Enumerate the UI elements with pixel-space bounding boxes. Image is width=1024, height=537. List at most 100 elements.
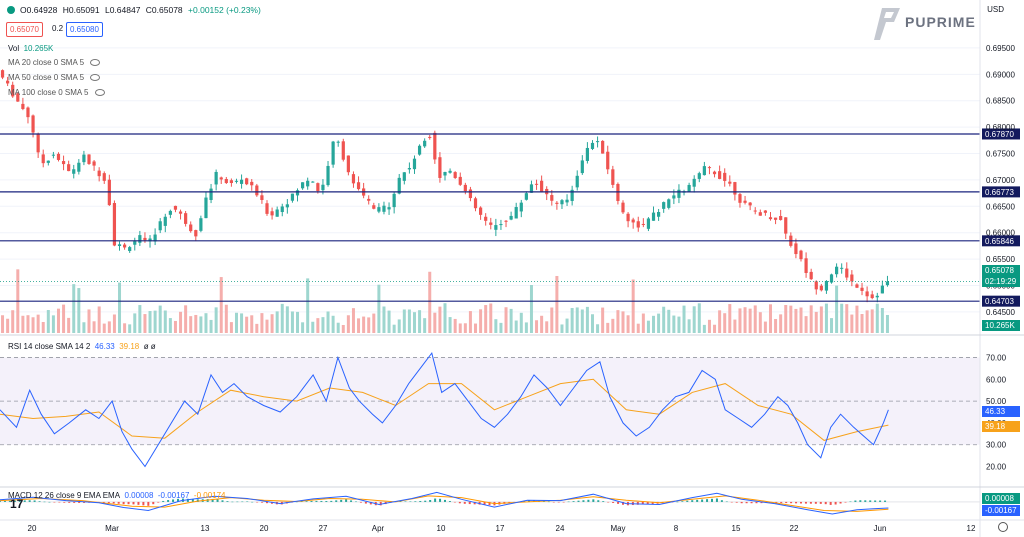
eye-icon[interactable] — [94, 89, 105, 97]
candle-body — [316, 183, 320, 191]
volume-bar — [153, 310, 157, 333]
macd-histogram-bar — [463, 501, 466, 504]
sell-price-button[interactable]: 0.65070 — [6, 22, 43, 37]
candle-body — [326, 165, 330, 186]
rsi-tag: 46.33 — [982, 406, 1020, 417]
macd-histogram-bar — [567, 501, 570, 503]
rsi-sma-tag: 39.18 — [982, 421, 1020, 432]
volume-bar — [97, 306, 101, 333]
candle-body — [72, 169, 76, 174]
volume-bar — [585, 306, 589, 333]
volume-bar — [448, 317, 452, 333]
price-tick-label: 0.67500 — [986, 150, 1015, 159]
volume-bar — [290, 311, 294, 333]
settings-gear-icon[interactable] — [998, 522, 1008, 532]
ma50-legend[interactable]: MA 50 close 0 SMA 5 — [8, 73, 101, 82]
macd-histogram-bar — [335, 500, 338, 502]
candle-body — [453, 172, 457, 178]
volume-bar — [509, 308, 513, 333]
macd-histogram-bar — [300, 501, 303, 502]
candle-body — [738, 194, 742, 203]
spread-value: 0.2 — [52, 24, 64, 33]
volume-bar — [784, 304, 788, 333]
candle-body — [158, 221, 162, 231]
candle-body — [219, 177, 223, 180]
candle-body — [407, 168, 411, 170]
macd-histogram-bar — [468, 501, 471, 505]
volume-bar — [519, 312, 523, 333]
eye-icon[interactable] — [90, 59, 101, 67]
macd-histogram-bar — [112, 501, 115, 504]
volume-bar — [296, 311, 300, 333]
volume-bar — [529, 284, 533, 333]
candle-body — [61, 161, 66, 165]
candle-body — [463, 184, 467, 192]
volume-bar — [611, 318, 615, 333]
candle-body — [194, 230, 198, 237]
volume-bar — [697, 303, 701, 333]
candle-body — [123, 244, 127, 248]
high-value: H0.65091 — [62, 5, 100, 15]
candle-body — [229, 180, 233, 184]
macd-histogram-bar — [191, 499, 194, 502]
ma100-legend[interactable]: MA 100 close 0 SMA 5 — [8, 88, 105, 97]
macd-histogram-bar — [355, 501, 357, 503]
currency-selector[interactable]: USD — [987, 5, 1004, 14]
candle-body — [178, 211, 183, 214]
macd-histogram-bar — [147, 501, 150, 506]
candle-body — [341, 141, 345, 160]
buy-price-button[interactable]: 0.65080 — [66, 22, 103, 37]
macd-histogram-bar — [701, 499, 704, 502]
volume-bar — [535, 320, 539, 333]
macd-histogram-bar — [691, 500, 694, 502]
ma20-legend[interactable]: MA 20 close 0 SMA 5 — [8, 58, 101, 67]
macd-value: 0.00008 — [124, 491, 154, 500]
volume-bar — [428, 271, 432, 333]
macd-histogram-bar — [152, 501, 155, 505]
macd-histogram-bar — [241, 501, 244, 503]
level-tag — [982, 128, 1020, 140]
volume-bar — [677, 316, 681, 333]
macd-histogram-bar — [424, 500, 427, 502]
macd-histogram-bar — [48, 501, 51, 503]
volume-bar — [555, 275, 559, 333]
macd-histogram-bar — [266, 501, 268, 504]
volume-bar — [234, 312, 238, 333]
macd-histogram-bar — [809, 501, 812, 504]
candle-body — [565, 199, 569, 203]
candle-body — [748, 202, 752, 206]
price-tick-label: 0.69000 — [986, 70, 1015, 79]
volume-bar — [204, 313, 208, 333]
candle-body — [148, 238, 152, 242]
ma100-label: MA 100 close 0 SMA 5 — [8, 88, 89, 97]
macd-histogram-bar — [869, 500, 872, 502]
candle-body — [697, 173, 701, 179]
open-value: O0.64928 — [20, 5, 58, 15]
volume-bar — [306, 278, 310, 333]
candle-body — [850, 274, 854, 282]
candle-body — [245, 178, 249, 185]
eye-icon[interactable] — [90, 74, 101, 82]
macd-histogram-bar — [261, 501, 264, 503]
volume-bar — [128, 324, 132, 333]
volume-bar — [850, 314, 854, 333]
macd-histogram-bar — [251, 501, 254, 503]
time-tick-label: 15 — [732, 524, 741, 533]
candle-body — [56, 153, 61, 160]
volume-bar — [606, 322, 610, 333]
candle-body — [51, 154, 55, 156]
time-tick-label: Apr — [372, 524, 385, 533]
macd-histogram-bar — [172, 499, 175, 502]
macd-histogram-bar — [577, 500, 580, 502]
volume-bar — [397, 319, 401, 333]
tradingview-logo-icon: 17 — [10, 497, 24, 511]
macd-histogram-bar — [785, 501, 788, 504]
volume-bar — [545, 321, 549, 333]
candle-body — [117, 244, 122, 247]
volume-bar — [173, 320, 177, 333]
change-value: +0.00152 (+0.23%) — [188, 5, 261, 15]
time-tick-label: 10 — [437, 524, 446, 533]
candle-body — [92, 161, 96, 166]
macd-histogram-bar — [142, 501, 145, 506]
